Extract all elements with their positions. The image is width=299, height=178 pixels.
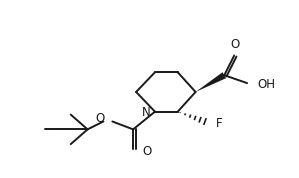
Text: O: O <box>142 145 151 158</box>
Polygon shape <box>196 72 226 92</box>
Text: O: O <box>95 112 104 125</box>
Text: N: N <box>142 106 151 119</box>
Text: O: O <box>231 38 240 51</box>
Text: F: F <box>215 117 222 130</box>
Text: OH: OH <box>257 78 275 91</box>
